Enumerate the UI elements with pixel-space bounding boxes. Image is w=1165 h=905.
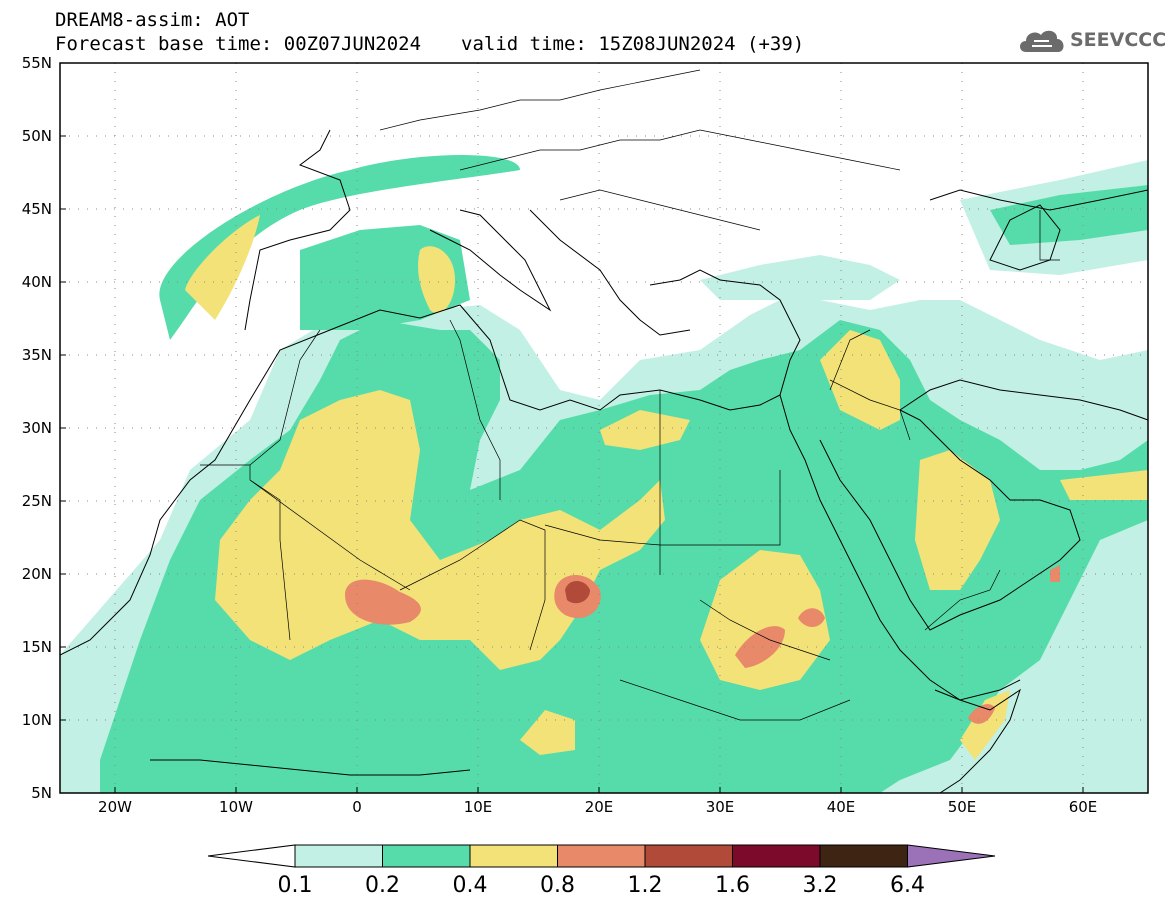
aot-level-0.4 — [185, 215, 1148, 760]
colorbar-box-0.2 — [382, 844, 471, 868]
lat-label: 35N — [21, 346, 52, 364]
forecast-base-time: Forecast base time: 00Z07JUN2024 — [55, 33, 422, 55]
lon-label: 60E — [1068, 798, 1098, 816]
lat-label: 20N — [21, 565, 52, 583]
lat-label: 55N — [21, 54, 52, 72]
colorbar-label: 0.8 — [540, 873, 575, 898]
colorbar-label: 0.2 — [365, 873, 400, 898]
lat-label: 30N — [21, 419, 52, 437]
chart-title: DREAM8-assim: AOT — [55, 9, 250, 31]
aot-fields — [60, 63, 1148, 793]
colorbar-label: 1.6 — [715, 873, 750, 898]
aot-level-0.8 — [345, 565, 1060, 724]
colorbar-label: 6.4 — [890, 873, 925, 898]
cloud-icon — [1020, 30, 1064, 52]
lat-label: 15N — [21, 638, 52, 656]
colorbar-above-arrow — [907, 844, 996, 868]
coastlines — [60, 129, 1148, 793]
seevccc-logo: SEEVCCC — [1016, 24, 1165, 58]
lat-label: 25N — [21, 492, 52, 510]
colorbar-label: 1.2 — [627, 873, 663, 898]
time-info: Forecast base time: 00Z07JUN2024 valid ti… — [55, 34, 804, 54]
colorbar-below-arrow — [207, 844, 296, 868]
logo-text: SEEVCCC — [1070, 29, 1165, 51]
colorbar-box-0.8 — [557, 844, 646, 868]
lat-label: 50N — [21, 127, 52, 145]
lon-label: 10W — [219, 798, 253, 816]
colorbar-box-0.4 — [469, 844, 558, 868]
colorbar-box-1.2 — [644, 844, 733, 868]
colorbar-label: 0.4 — [452, 873, 488, 898]
colorbar-box-0.1 — [294, 844, 383, 868]
lon-label: 50E — [947, 798, 977, 816]
colorbar-label: 0.1 — [277, 873, 313, 898]
lon-label: 40E — [826, 798, 856, 816]
valid-time: valid time: 15Z08JUN2024 (+39) — [461, 33, 805, 55]
colorbar — [207, 844, 996, 868]
lon-label: 10E — [463, 798, 493, 816]
lat-label: 5N — [31, 784, 52, 802]
aot-level-1.2 — [565, 581, 590, 604]
lat-label: 45N — [21, 200, 52, 218]
lon-label: 0 — [352, 798, 362, 816]
colorbar-box-1.6 — [732, 844, 821, 868]
colorbar-box-3.2 — [819, 844, 908, 868]
lon-label: 20W — [98, 798, 132, 816]
lon-label: 20E — [584, 798, 614, 816]
colorbar-label: 3.2 — [802, 873, 838, 898]
lat-label: 40N — [21, 273, 52, 291]
axis-ticks — [60, 62, 1084, 794]
lon-label: 30E — [705, 798, 735, 816]
country-borders — [200, 69, 1060, 721]
lat-label: 10N — [21, 711, 52, 729]
